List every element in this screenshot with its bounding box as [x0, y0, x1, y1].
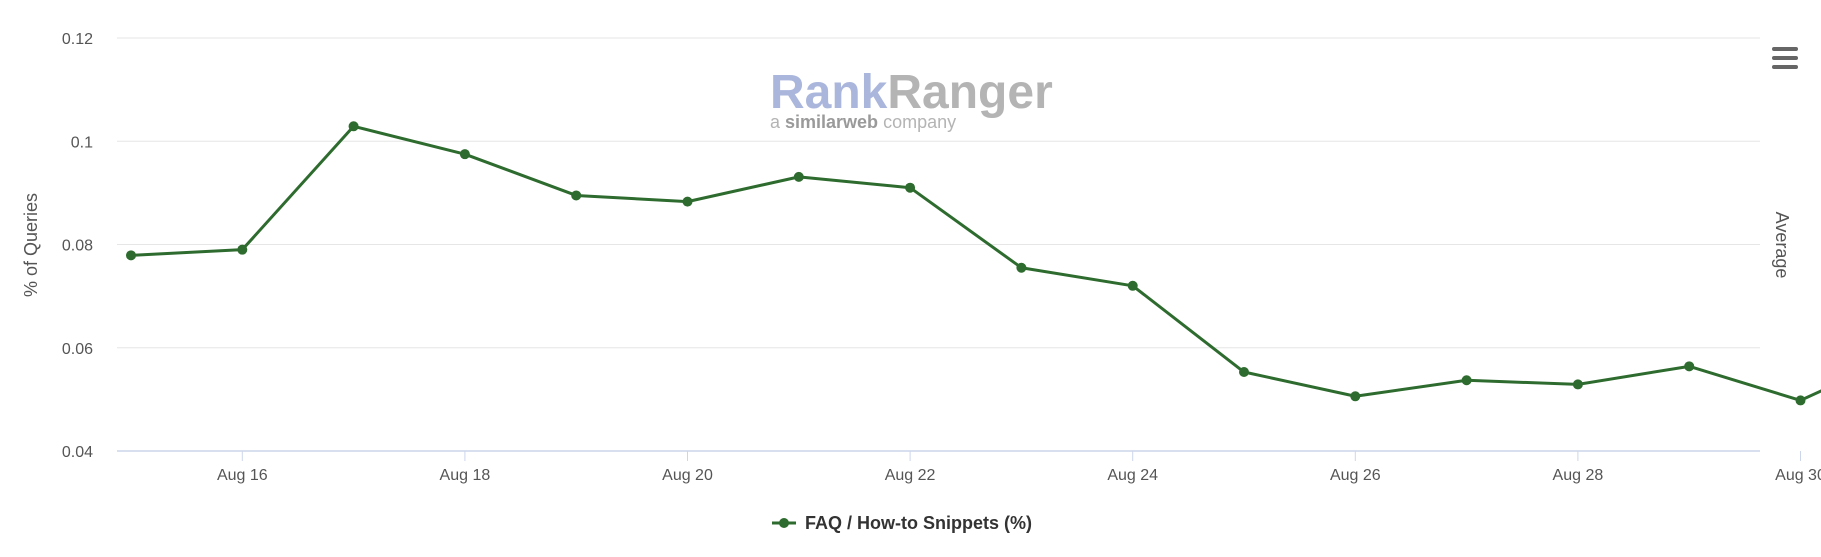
data-point[interactable]: [126, 250, 136, 261]
data-point[interactable]: [1795, 395, 1806, 406]
watermark-sub-suffix: company: [878, 112, 956, 132]
data-point[interactable]: [682, 196, 693, 207]
watermark-sub-brand: similarweb: [785, 112, 878, 132]
legend-item-label[interactable]: FAQ / How-to Snippets (%): [805, 513, 1032, 533]
x-tick-label: Aug 22: [885, 467, 936, 484]
data-point[interactable]: [459, 149, 470, 160]
y-tick-label: 0.06: [62, 341, 93, 358]
legend[interactable]: FAQ / How-to Snippets (%): [772, 513, 1032, 533]
rankranger-watermark: RankRanger a similarweb company: [770, 66, 1053, 132]
x-tick-label: Aug 20: [662, 467, 713, 484]
y-tick-label: 0.08: [62, 238, 93, 255]
data-point[interactable]: [1461, 375, 1472, 386]
x-tick-label: Aug 26: [1330, 467, 1381, 484]
right-axis-title-group: Average: [1772, 212, 1792, 279]
series-line: [129, 124, 1821, 402]
x-tick-label: Aug 18: [440, 467, 491, 484]
data-point[interactable]: [905, 182, 916, 193]
data-point[interactable]: [571, 190, 582, 201]
data-point[interactable]: [1127, 280, 1138, 291]
watermark-rank: Rank: [770, 66, 888, 119]
y-axis-title-group: % of Queries: [21, 193, 41, 297]
axes: 0.04 0.06 0.08 0.1 0.12 Aug 16 Aug 18 Aug 20 Aug…: [62, 31, 1821, 484]
data-point[interactable]: [1016, 262, 1027, 273]
y-axis-title: % of Queries: [21, 193, 41, 297]
x-tick-label: Aug 24: [1107, 467, 1158, 484]
hamburger-menu-icon[interactable]: [1770, 46, 1800, 76]
data-point[interactable]: [348, 121, 359, 132]
data-point[interactable]: [1350, 391, 1361, 402]
x-tick-label: Aug 16: [217, 467, 268, 484]
watermark-subtitle: a similarweb company: [770, 112, 956, 132]
gridlines: [117, 37, 1760, 349]
series-layer: [126, 121, 1821, 406]
x-tick-label: Aug 28: [1553, 467, 1604, 484]
data-point[interactable]: [793, 171, 804, 182]
legend-marker-symbol: [779, 518, 789, 528]
watermark-ranger: Ranger: [887, 66, 1052, 119]
right-axis-title: Average: [1772, 212, 1792, 279]
data-point[interactable]: [1684, 361, 1695, 372]
data-point[interactable]: [237, 244, 248, 255]
x-tick-label: Aug 30: [1775, 467, 1821, 484]
watermark-sub-prefix: a: [770, 112, 785, 132]
y-tick-label: 0.12: [62, 31, 93, 48]
y-tick-label: 0.1: [71, 134, 93, 151]
data-point[interactable]: [1572, 379, 1583, 390]
data-point[interactable]: [1239, 367, 1249, 378]
y-tick-label: 0.04: [62, 444, 93, 461]
watermark-logo-text: RankRanger: [770, 66, 1053, 119]
